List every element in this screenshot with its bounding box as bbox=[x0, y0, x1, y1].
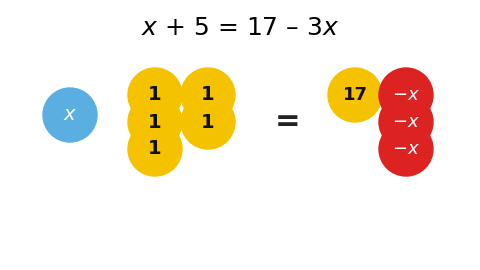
Text: $\mathit{-x}$: $\mathit{-x}$ bbox=[392, 140, 420, 158]
Text: $\it{x}$ + 5 = 17 – 3$\it{x}$: $\it{x}$ + 5 = 17 – 3$\it{x}$ bbox=[141, 16, 339, 40]
Text: $\mathit{-x}$: $\mathit{-x}$ bbox=[392, 113, 420, 131]
Text: 17: 17 bbox=[343, 86, 368, 104]
Circle shape bbox=[379, 68, 433, 122]
Circle shape bbox=[128, 95, 182, 149]
Circle shape bbox=[128, 122, 182, 176]
Text: =: = bbox=[275, 107, 301, 137]
Text: $\it{x}$: $\it{x}$ bbox=[63, 106, 77, 124]
Circle shape bbox=[379, 95, 433, 149]
Circle shape bbox=[43, 88, 97, 142]
Circle shape bbox=[181, 95, 235, 149]
Text: 1: 1 bbox=[148, 140, 162, 158]
Circle shape bbox=[379, 122, 433, 176]
Text: 1: 1 bbox=[201, 113, 215, 131]
Text: 1: 1 bbox=[148, 113, 162, 131]
Text: $\mathit{-x}$: $\mathit{-x}$ bbox=[392, 86, 420, 104]
Circle shape bbox=[328, 68, 382, 122]
Text: 1: 1 bbox=[148, 86, 162, 104]
Circle shape bbox=[181, 68, 235, 122]
Text: 1: 1 bbox=[201, 86, 215, 104]
Circle shape bbox=[128, 68, 182, 122]
